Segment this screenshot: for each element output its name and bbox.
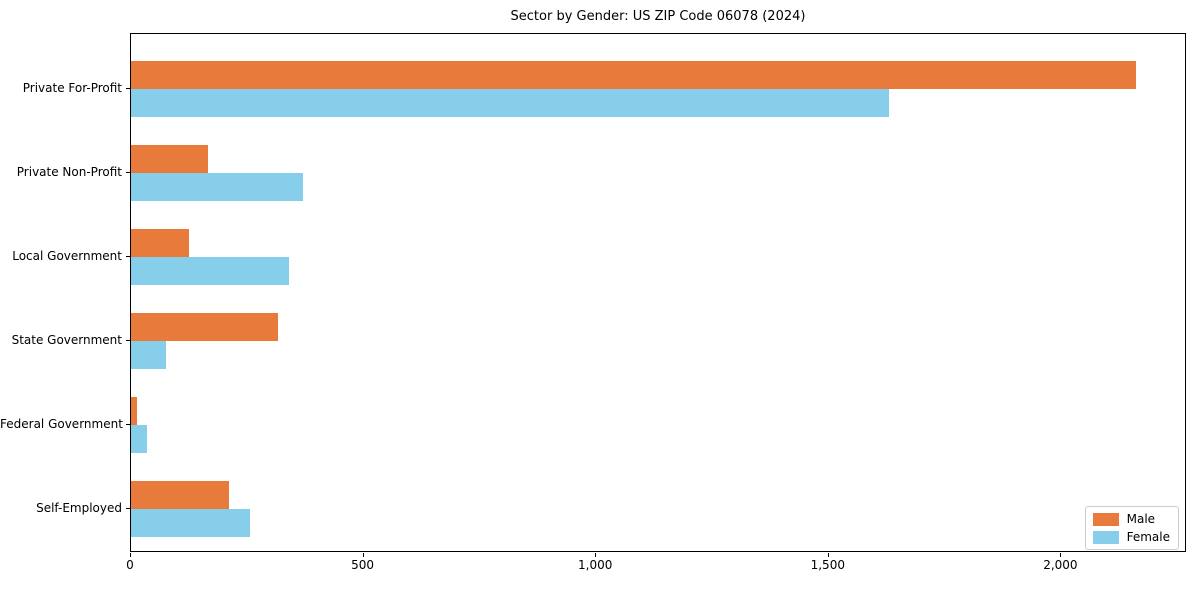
plot-area: Male Female [130,33,1186,552]
x-tick-label-2-000: 2,000 [1043,558,1078,572]
legend-label-male: Male [1126,512,1156,526]
x-tick-label-0: 0 [126,558,134,572]
bars-layer [131,34,1185,551]
x-tick-mark [595,553,597,557]
y-tick-label-self-employed: Self-Employed [36,501,122,515]
female-series-swatch [1092,530,1119,544]
y-tick-mark [126,340,130,341]
y-tick-mark [126,88,130,89]
bar-male-private-non-profit [131,145,208,173]
legend-label-female: Female [1126,530,1170,544]
bar-male-federal-government [131,397,137,425]
legend-item-male: Male [1092,512,1170,526]
x-tick-mark [1060,553,1062,557]
y-tick-label-federal-government: Federal Government [0,417,123,431]
x-tick-mark [362,553,364,557]
bar-female-self-employed [131,509,250,537]
x-tick-label-1-000: 1,000 [578,558,613,572]
bar-female-state-government [131,341,166,369]
bar-male-state-government [131,313,278,341]
y-tick-label-local-government: Local Government [12,249,122,263]
y-tick-mark [126,172,130,173]
y-tick-mark [126,424,130,425]
bar-female-local-government [131,257,290,285]
bar-female-private-non-profit [131,173,304,201]
y-tick-label-private-non-profit: Private Non-Profit [16,165,122,179]
male-series-swatch [1092,512,1119,526]
bar-male-self-employed [131,481,229,509]
x-tick-mark [130,553,131,557]
y-tick-mark [126,508,130,509]
x-tick-mark [827,553,829,557]
chart-title: Sector by Gender: US ZIP Code 06078 (202… [510,9,806,24]
bar-male-private-for-profit [131,61,1136,89]
x-tick-label-500: 500 [351,558,375,572]
bar-male-local-government [131,229,190,257]
x-tick-label-1-500: 1,500 [810,558,845,572]
legend: Male Female [1084,506,1179,550]
bar-female-private-for-profit [131,89,890,117]
y-tick-mark [126,256,130,257]
y-tick-label-private-for-profit: Private For-Profit [22,81,122,95]
bar-female-federal-government [131,425,148,453]
y-tick-label-state-government: State Government [11,333,122,347]
legend-item-female: Female [1092,530,1170,544]
